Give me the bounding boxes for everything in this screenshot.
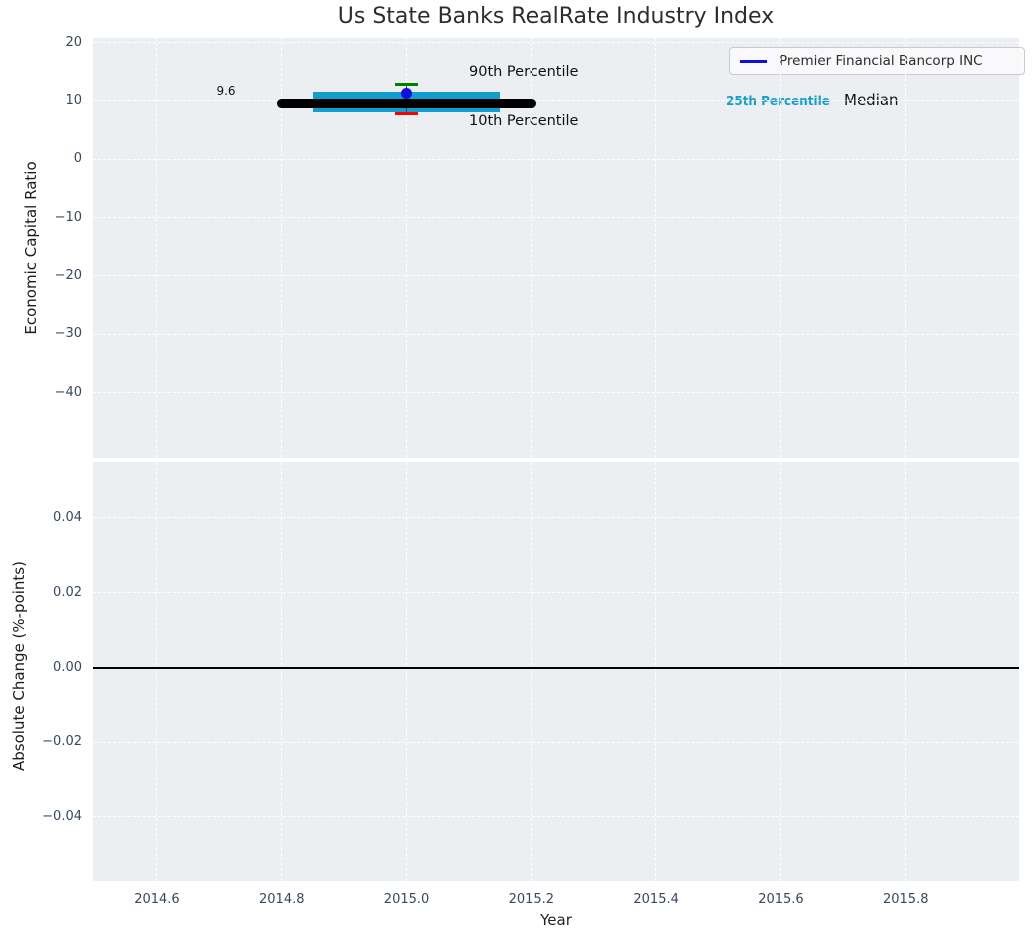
- y-tick-label: 0: [20, 150, 82, 168]
- x-tick-label: 2014.6: [115, 891, 199, 908]
- horizontal-gridline: [93, 742, 1019, 743]
- vertical-gridline: [281, 462, 282, 881]
- y-tick-label: −10: [20, 209, 82, 227]
- x-tick-label: 2015.0: [365, 891, 449, 908]
- top-plot-area: 9.6 90th Percentile 10th Percentile 25th…: [93, 38, 1019, 458]
- vertical-gridline: [905, 462, 906, 881]
- legend: Premier Financial Bancorp INC: [729, 47, 1025, 75]
- y-tick-label: −30: [20, 325, 82, 343]
- horizontal-gridline: [93, 217, 1019, 218]
- p10-annotation: 10th Percentile: [469, 113, 578, 129]
- chart-title: Us State Banks RealRate Industry Index: [93, 4, 1019, 29]
- horizontal-gridline: [93, 42, 1019, 43]
- company-point: [401, 88, 412, 99]
- horizontal-gridline: [93, 592, 1019, 593]
- y-tick-label: −0.02: [20, 733, 82, 751]
- horizontal-gridline: [93, 275, 1019, 276]
- y-tick-label: 20: [20, 34, 82, 52]
- vertical-gridline: [655, 462, 656, 881]
- y-tick-label: 0.04: [20, 509, 82, 527]
- y-tick-label: 0.02: [20, 584, 82, 602]
- vertical-gridline: [406, 462, 407, 881]
- legend-label: Premier Financial Bancorp INC: [779, 53, 983, 69]
- p10-cap: [395, 112, 418, 115]
- x-tick-label: 2015.2: [489, 891, 573, 908]
- y-tick-label: −40: [20, 384, 82, 402]
- x-tick-label: 2015.6: [739, 891, 823, 908]
- horizontal-gridline: [93, 517, 1019, 518]
- median-line: [277, 99, 536, 108]
- median-value-label: 9.6: [212, 84, 240, 98]
- x-tick-label: 2015.4: [614, 891, 698, 908]
- y-tick-label: −0.04: [20, 808, 82, 826]
- figure: Us State Banks RealRate Industry Index E…: [0, 0, 1034, 942]
- vertical-gridline: [531, 462, 532, 881]
- horizontal-gridline: [93, 334, 1019, 335]
- x-axis-label: Year: [93, 911, 1019, 929]
- p90-cap: [395, 83, 418, 86]
- bottom-plot-area: [93, 462, 1019, 881]
- horizontal-gridline: [93, 100, 1019, 101]
- x-tick-label: 2015.8: [864, 891, 948, 908]
- zero-line: [93, 667, 1019, 669]
- y-tick-label: 10: [20, 92, 82, 110]
- top-y-axis-label: Economic Capital Ratio: [22, 161, 40, 334]
- y-tick-label: −20: [20, 267, 82, 285]
- p90-annotation: 90th Percentile: [469, 64, 578, 80]
- horizontal-gridline: [93, 816, 1019, 817]
- vertical-gridline: [780, 462, 781, 881]
- horizontal-gridline: [93, 159, 1019, 160]
- legend-line-swatch: [740, 60, 767, 63]
- horizontal-gridline: [93, 392, 1019, 393]
- vertical-gridline: [156, 462, 157, 881]
- x-tick-label: 2014.8: [240, 891, 324, 908]
- y-tick-label: 0.00: [20, 659, 82, 677]
